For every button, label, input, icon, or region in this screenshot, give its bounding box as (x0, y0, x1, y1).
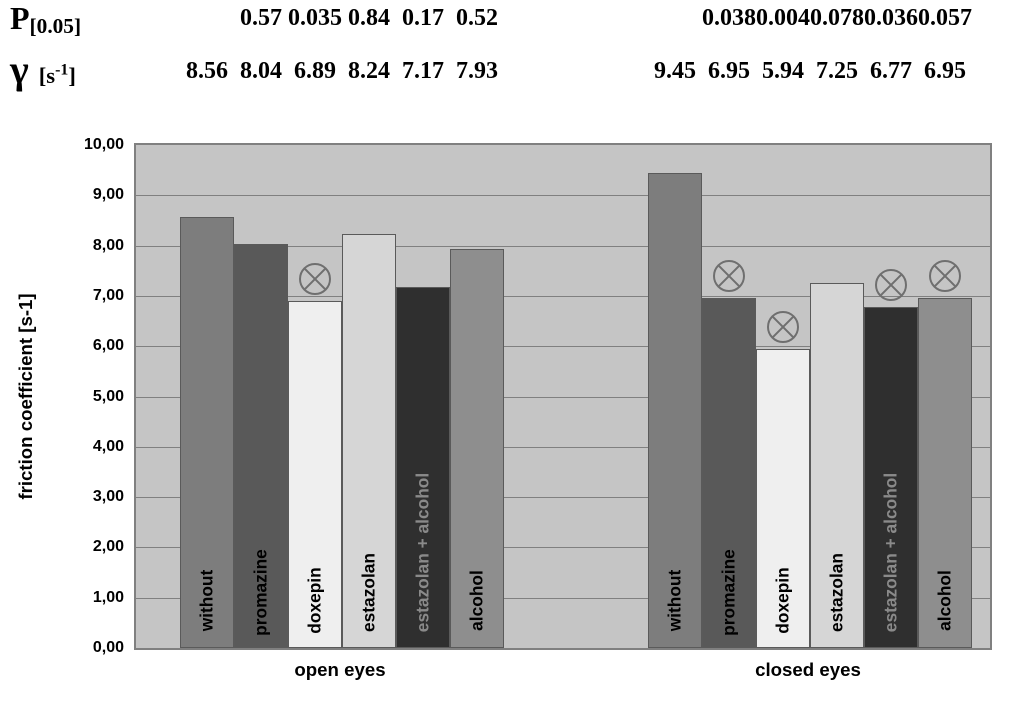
y-axis-title: friction coefficient [s-1] (15, 0, 45, 143)
header-val: 0.038 (702, 5, 756, 32)
y-tick-label: 6,00 (93, 337, 124, 355)
bar-label: doxepin (773, 567, 794, 633)
y-ticks: 0,001,002,003,004,005,006,007,008,009,00… (90, 143, 130, 650)
bar-label: without (665, 570, 686, 632)
significance-marker-icon (929, 260, 961, 292)
bar: doxepin (756, 349, 810, 648)
header-val: 0.17 (396, 5, 450, 32)
bar: alcohol (450, 249, 504, 648)
bar: estazolan (810, 283, 864, 648)
header-val: 0.057 (918, 5, 972, 32)
header-val: 0.57 (234, 5, 288, 32)
header-val: 0.078 (810, 5, 864, 32)
plot-area: without promazine doxepin estazolan estazola… (134, 143, 992, 650)
bar-label: promazine (251, 549, 272, 636)
header-val: 0.035 (288, 5, 342, 32)
bar-label: estazolan + alcohol (881, 473, 902, 632)
gamma-vals-group-1: 9.456.955.947.256.776.95 (648, 58, 972, 85)
header-val: 7.17 (396, 58, 450, 85)
gamma-vals-group-0: 8.568.046.898.247.177.93 (180, 58, 504, 85)
p-vals-group-0: 0.570.0350.840.170.52 (180, 5, 504, 32)
group-label: closed eyes (755, 659, 861, 681)
header-val: 0.84 (342, 5, 396, 32)
p-vals-group-1: 0.0380.0040.0780.0360.057 (648, 5, 972, 32)
y-tick-label: 0,00 (93, 639, 124, 657)
header-val: 6.95 (918, 58, 972, 85)
header-val: 8.56 (180, 58, 234, 85)
y-tick-label: 3,00 (93, 488, 124, 506)
y-tick-label: 7,00 (93, 287, 124, 305)
bar: without (648, 173, 702, 648)
bar-label: without (197, 570, 218, 632)
header-val (648, 5, 702, 32)
bar: estazolan + alcohol (396, 287, 450, 648)
bar: alcohol (918, 298, 972, 648)
bar-label: alcohol (467, 570, 488, 631)
bar: doxepin (288, 301, 342, 648)
gamma-row: γ [s-1] 8.568.046.898.247.177.93 9.456.9… (0, 58, 1024, 98)
header-val: 8.04 (234, 58, 288, 85)
bar: promazine (234, 244, 288, 648)
header-val (180, 5, 234, 32)
header-val: 0.036 (864, 5, 918, 32)
bar: promazine (702, 298, 756, 648)
significance-marker-icon (875, 269, 907, 301)
header-val: 7.25 (810, 58, 864, 85)
header-val: 6.89 (288, 58, 342, 85)
header-val: 7.93 (450, 58, 504, 85)
bar: estazolan (342, 234, 396, 648)
bar-label: alcohol (935, 570, 956, 631)
header-val: 0.004 (756, 5, 810, 32)
y-tick-label: 10,00 (84, 136, 124, 154)
group-labels: open eyes closed eyes (134, 659, 992, 689)
y-tick-label: 9,00 (93, 186, 124, 204)
group-label: open eyes (294, 659, 385, 681)
header-val: 6.95 (702, 58, 756, 85)
bar-label: estazolan (359, 553, 380, 632)
bar: estazolan + alcohol (864, 307, 918, 648)
p-row: P[0.05] 0.570.0350.840.170.52 0.0380.004… (0, 5, 1024, 45)
y-tick-label: 8,00 (93, 237, 124, 255)
significance-marker-icon (713, 260, 745, 292)
bar-label: promazine (719, 549, 740, 636)
y-tick-label: 1,00 (93, 589, 124, 607)
significance-marker-icon (299, 263, 331, 295)
bar: without (180, 217, 234, 648)
chart: friction coefficient [s-1] 0,001,002,003… (90, 143, 996, 698)
bar-label: estazolan (827, 553, 848, 632)
y-tick-label: 2,00 (93, 538, 124, 556)
header-val: 8.24 (342, 58, 396, 85)
header-val: 6.77 (864, 58, 918, 85)
bar-label: doxepin (305, 567, 326, 633)
header-val: 9.45 (648, 58, 702, 85)
header-val: 0.52 (450, 5, 504, 32)
y-tick-label: 4,00 (93, 438, 124, 456)
y-tick-label: 5,00 (93, 388, 124, 406)
bar-label: estazolan + alcohol (413, 473, 434, 632)
header-val: 5.94 (756, 58, 810, 85)
significance-marker-icon (767, 311, 799, 343)
